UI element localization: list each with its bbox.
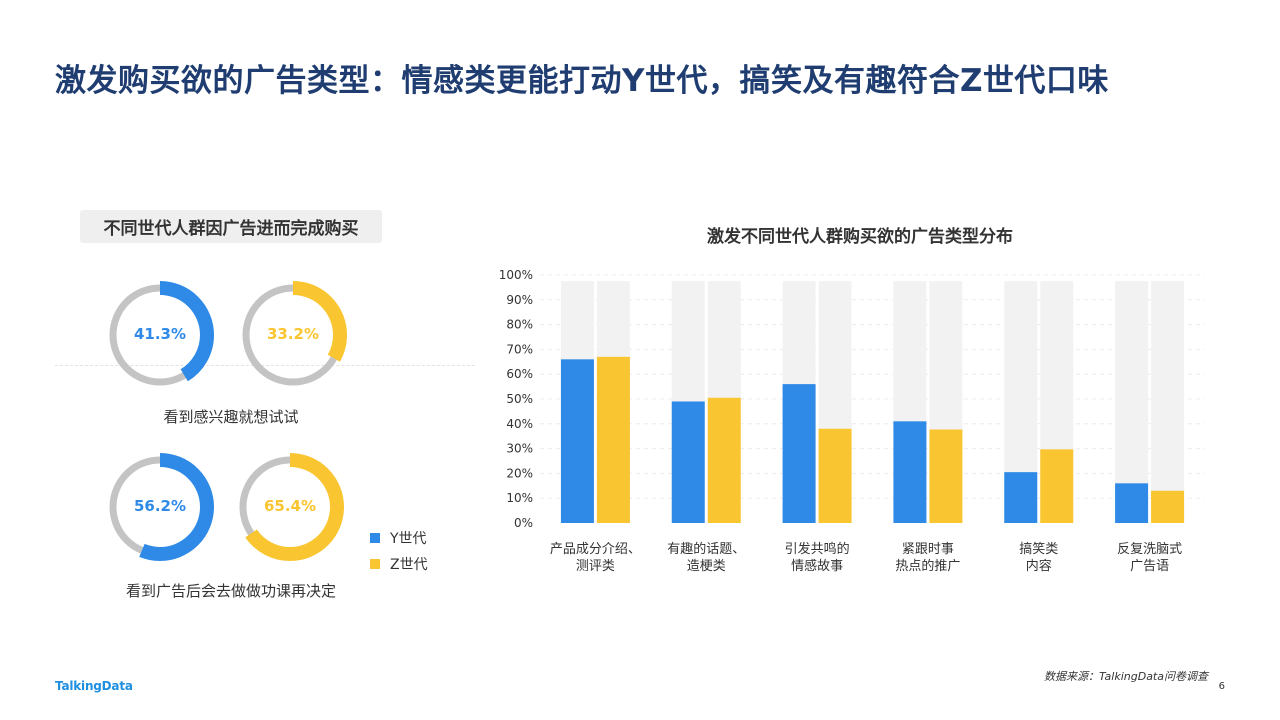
legend-item-y: Y世代: [370, 525, 428, 551]
bar-z: [818, 428, 852, 523]
donut-chart-z-research: 65.4%: [230, 447, 350, 567]
x-category-label: 广告语: [1130, 559, 1169, 574]
x-category-label: 搞笑类: [1019, 541, 1058, 557]
donut-chart-y-try: 41.3%: [100, 275, 220, 395]
dashed-divider: [55, 365, 475, 366]
y-tick-label: 30%: [506, 442, 533, 456]
bar-y: [1004, 472, 1038, 523]
legend-swatch-y: [370, 533, 380, 543]
donut-chart-y-research: 56.2%: [100, 447, 220, 567]
x-category-label: 紧跟时事: [902, 542, 954, 557]
donut-value-label: 65.4%: [263, 497, 317, 515]
legend-swatch-z: [370, 559, 380, 569]
x-category-label: 产品成分介绍、: [550, 542, 641, 557]
y-tick-label: 70%: [506, 342, 533, 356]
bar-z: [1151, 490, 1185, 523]
bar-track: [1151, 281, 1185, 523]
y-tick-label: 100%: [499, 268, 533, 282]
y-tick-label: 60%: [506, 367, 533, 381]
bar-y: [893, 421, 927, 523]
y-tick-label: 90%: [506, 293, 533, 307]
y-tick-label: 50%: [506, 392, 533, 406]
x-category-label: 热点的推广: [895, 558, 960, 574]
x-category-label: 造梗类: [687, 559, 726, 574]
bar-y: [560, 359, 594, 523]
bar-track: [1115, 281, 1149, 523]
donut-value-label: 56.2%: [133, 497, 187, 515]
bar-z: [1040, 449, 1074, 523]
legend-label: Z世代: [390, 557, 428, 573]
donut-value-arc: [239, 281, 347, 389]
x-category-label: 引发共鸣的: [785, 541, 850, 557]
donut-caption-try: 看到感兴趣就想试试: [163, 408, 299, 426]
bar-chart: 0% 10% 20% 30% 40% 50% 60% 70% 80% 90% 100% 产品成分介绍、…: [499, 268, 1205, 574]
x-category-label: 测评类: [576, 559, 615, 574]
chart-title: 激发不同世代人群购买欲的广告类型分布: [707, 227, 1013, 247]
bar-z: [707, 397, 741, 523]
panel-label: 不同世代人群因广告进而完成购买: [80, 210, 382, 243]
talkingdata-logo: TalkingData: [55, 679, 133, 693]
donut-svg: [106, 281, 214, 389]
y-tick-label: 0%: [514, 516, 533, 530]
data-source-note: 数据来源：TalkingData问卷调查: [1043, 670, 1208, 683]
donut-value-label: 33.2%: [266, 325, 320, 343]
y-tick-label: 20%: [506, 466, 533, 480]
legend-item-z: Z世代: [370, 551, 428, 577]
legend: Y世代 Z世代: [370, 525, 428, 577]
page-title: 激发购买欲的广告类型：情感类更能打动Y世代，搞笑及有趣符合Z世代口味: [55, 63, 1109, 99]
bar-y: [671, 401, 705, 523]
bar-z: [929, 429, 963, 523]
bar-y: [1115, 483, 1149, 523]
x-category-label: 内容: [1026, 558, 1052, 574]
donut-caption-research: 看到广告后会去做做功课再决定: [125, 582, 336, 600]
donut-value-arc: [236, 453, 344, 561]
x-category-label: 情感故事: [791, 558, 843, 574]
donut-value-label: 41.3%: [133, 325, 187, 343]
y-tick-label: 40%: [506, 417, 533, 431]
y-tick-label: 80%: [506, 318, 533, 332]
donut-chart-z-try: 33.2%: [233, 275, 353, 395]
donut-value-arc: [106, 281, 214, 389]
donut-svg: [106, 453, 214, 561]
bar-z: [596, 356, 630, 523]
donut-svg: [236, 453, 344, 561]
y-tick-label: 10%: [506, 491, 533, 505]
legend-label: Y世代: [390, 531, 427, 547]
donut-svg: [239, 281, 347, 389]
x-category-label: 反复洗脑式: [1117, 542, 1182, 557]
donut-value-arc: [106, 453, 214, 561]
x-category-label: 有趣的话题、: [667, 541, 745, 557]
page-number: 6: [1218, 681, 1225, 692]
bar-y: [782, 384, 816, 523]
